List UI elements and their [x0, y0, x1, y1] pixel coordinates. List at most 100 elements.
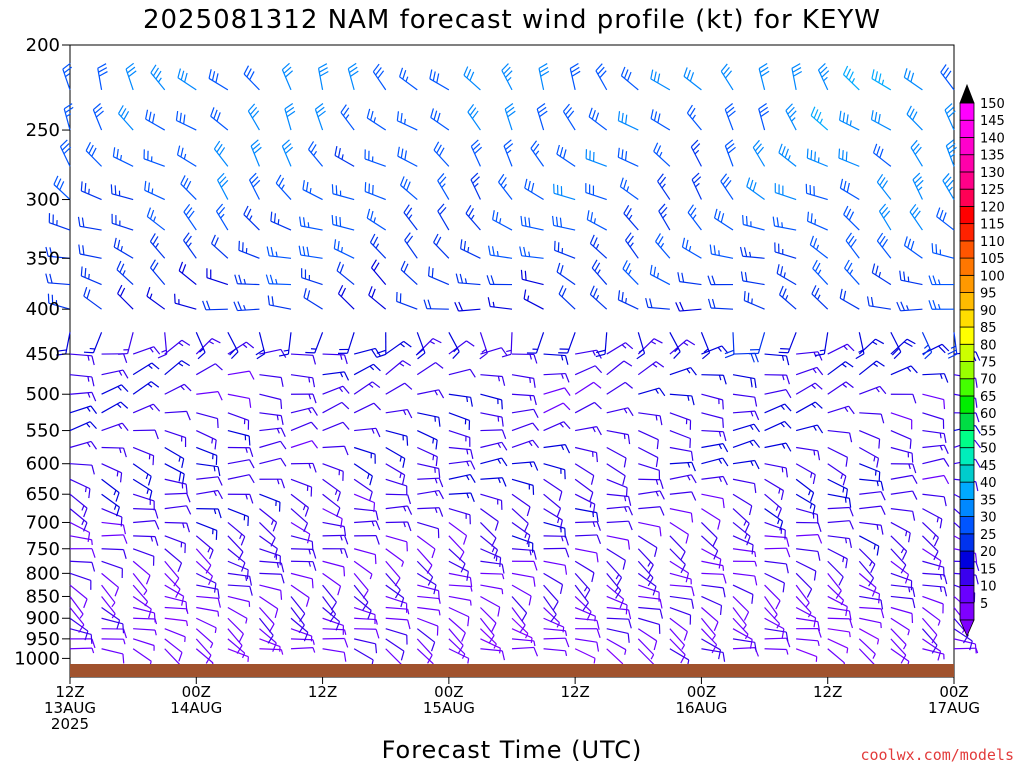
wind-barb — [520, 269, 544, 286]
wind-barb — [543, 560, 568, 575]
wind-barb — [872, 143, 892, 167]
wind-barb — [764, 535, 790, 547]
wind-barb — [764, 442, 792, 452]
wind-barb — [177, 68, 197, 91]
wind-barb — [827, 429, 853, 443]
wind-barb — [372, 63, 387, 91]
chart-title: 2025081312 NAM forecast wind profile (kt… — [143, 5, 881, 35]
wind-barb — [890, 490, 918, 500]
wind-barb — [556, 262, 576, 286]
wind-barb — [638, 463, 661, 480]
wind-barb — [132, 362, 160, 376]
wind-barb — [259, 427, 286, 437]
wind-barb — [259, 648, 284, 655]
colorbar-label: 30 — [980, 511, 997, 526]
wind-barb — [480, 548, 502, 568]
wind-barb — [810, 106, 829, 131]
wind-barb — [385, 606, 410, 615]
wind-barb — [448, 595, 472, 606]
wind-barb — [511, 596, 528, 622]
colorbar-label: 90 — [980, 304, 997, 319]
wind-barb — [322, 560, 346, 577]
wind-barb — [543, 444, 571, 454]
wind-barb — [701, 607, 719, 631]
x-tick-label: 00Z — [687, 683, 716, 701]
wind-barb — [845, 232, 860, 259]
wind-barb — [795, 478, 815, 502]
wind-barb — [701, 548, 722, 569]
y-tick-label: 550 — [26, 421, 60, 442]
wind-barb — [574, 572, 591, 599]
wind-barb — [701, 345, 729, 355]
wind-barb — [764, 463, 788, 478]
wind-barb — [574, 560, 595, 583]
wind-barb — [101, 560, 123, 579]
wind-barb — [575, 628, 601, 638]
wind-barb — [524, 178, 544, 201]
wind-barb — [606, 342, 634, 355]
wind-barb — [417, 463, 441, 479]
wind-barb — [290, 508, 309, 533]
wind-barb — [890, 521, 911, 543]
wind-barb — [290, 617, 309, 642]
wind-barb — [551, 215, 576, 231]
wind-barb — [903, 68, 923, 91]
wind-barb — [511, 493, 531, 517]
wind-barb — [480, 374, 506, 386]
wind-barb — [63, 103, 74, 131]
wind-barb — [827, 584, 845, 606]
wind-barb — [69, 353, 95, 366]
wind-barb — [164, 535, 186, 554]
wind-barb — [543, 493, 562, 518]
colorbar-label: 95 — [980, 287, 997, 302]
wind-barb — [776, 264, 797, 286]
wind-barb — [385, 340, 412, 355]
wind-barb — [101, 446, 127, 458]
wind-barb — [322, 548, 349, 559]
wind-barb — [638, 387, 666, 397]
wind-barb — [101, 401, 129, 414]
wind-barb — [827, 405, 855, 415]
wind-barb — [101, 648, 125, 664]
wind-barb — [403, 204, 418, 231]
colorbar-label: 40 — [980, 476, 997, 491]
wind-barb — [859, 491, 886, 501]
wind-barb — [397, 146, 418, 167]
wind-barb — [480, 648, 506, 661]
wind-barb — [259, 348, 287, 358]
wind-barb — [511, 478, 535, 495]
wind-barb — [227, 459, 255, 469]
wind-barb — [637, 572, 657, 596]
wind-barb — [795, 424, 824, 434]
wind-barb — [227, 560, 249, 580]
wind-barb — [322, 508, 343, 529]
wind-barb — [827, 446, 849, 467]
wind-barb — [290, 406, 318, 416]
wind-barb — [433, 233, 450, 259]
wind-barb — [526, 332, 545, 354]
wind-barb — [669, 535, 686, 561]
wind-barb — [772, 216, 797, 231]
wind-barb — [385, 638, 405, 661]
wind-barb — [480, 441, 508, 451]
wind-barb — [575, 521, 601, 531]
wind-barb — [669, 393, 695, 406]
wind-barb — [575, 548, 599, 563]
wind-barb — [732, 617, 749, 640]
wind-barb — [650, 69, 671, 91]
wind-barb — [480, 628, 497, 649]
wind-barb — [778, 143, 797, 167]
colorbar-segment — [959, 257, 975, 276]
wind-barb — [740, 271, 765, 286]
wind-barb — [732, 410, 760, 421]
wind-barb — [480, 393, 503, 410]
wind-barb — [416, 572, 437, 595]
wind-barb — [669, 560, 690, 583]
wind-barb — [428, 266, 450, 286]
wind-barb — [890, 595, 916, 609]
wind-barb — [290, 607, 305, 634]
wind-barb — [400, 260, 418, 286]
wind-barb — [858, 338, 885, 355]
wind-barb — [764, 403, 792, 414]
wind-barb — [519, 246, 544, 259]
